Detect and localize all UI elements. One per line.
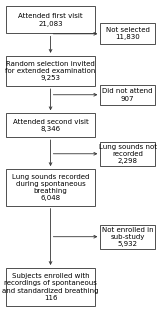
FancyBboxPatch shape: [6, 6, 95, 33]
FancyBboxPatch shape: [6, 268, 95, 306]
Text: Subjects enrolled with
recordings of spontaneous
and standardized breathing
116: Subjects enrolled with recordings of spo…: [2, 273, 99, 301]
Text: Did not attend
907: Did not attend 907: [102, 88, 153, 101]
FancyBboxPatch shape: [6, 56, 95, 86]
FancyBboxPatch shape: [100, 225, 155, 249]
Text: Not selected
11,830: Not selected 11,830: [106, 27, 149, 40]
FancyBboxPatch shape: [100, 142, 155, 166]
Text: Random selection invited
for extended examination
9,253: Random selection invited for extended ex…: [5, 61, 96, 81]
FancyBboxPatch shape: [6, 169, 95, 206]
Text: Not enrolled in
sub-study
5,932: Not enrolled in sub-study 5,932: [102, 226, 153, 247]
Text: Attended second visit
8,346: Attended second visit 8,346: [13, 119, 88, 132]
Text: Attended first visit
21,083: Attended first visit 21,083: [18, 13, 83, 26]
Text: Lung sounds recorded
during spontaneous
breathing
6,048: Lung sounds recorded during spontaneous …: [12, 174, 89, 201]
Text: Lung sounds not
recorded
2,298: Lung sounds not recorded 2,298: [99, 144, 157, 164]
FancyBboxPatch shape: [100, 85, 155, 105]
FancyBboxPatch shape: [6, 113, 95, 137]
FancyBboxPatch shape: [100, 23, 155, 44]
